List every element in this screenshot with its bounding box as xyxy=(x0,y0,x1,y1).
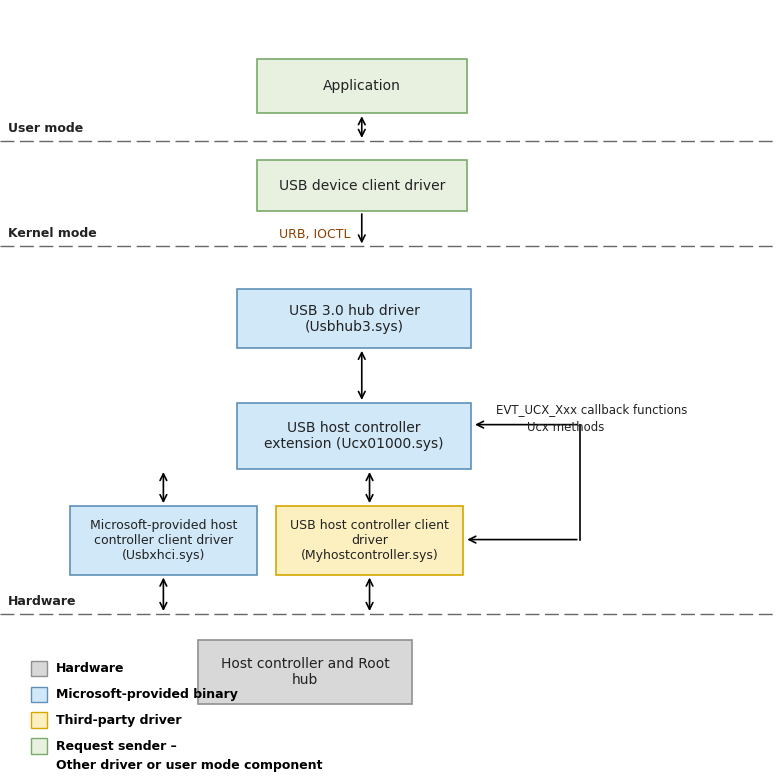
FancyBboxPatch shape xyxy=(198,640,412,704)
FancyBboxPatch shape xyxy=(237,403,471,469)
Text: Request sender –: Request sender – xyxy=(56,740,177,752)
Text: Other driver or user mode component: Other driver or user mode component xyxy=(56,759,323,772)
FancyBboxPatch shape xyxy=(276,506,463,575)
FancyBboxPatch shape xyxy=(237,289,471,348)
Text: Hardware: Hardware xyxy=(8,594,76,608)
Text: Ucx methods: Ucx methods xyxy=(527,421,605,434)
Text: User mode: User mode xyxy=(8,121,83,135)
Text: URB, IOCTL: URB, IOCTL xyxy=(279,228,351,241)
Text: Application: Application xyxy=(323,79,401,93)
FancyBboxPatch shape xyxy=(257,59,467,113)
FancyBboxPatch shape xyxy=(31,687,47,702)
Text: USB host controller client
driver
(Myhostcontroller.sys): USB host controller client driver (Myhos… xyxy=(290,519,449,561)
Text: Microsoft-provided binary: Microsoft-provided binary xyxy=(56,688,238,701)
Text: Third-party driver: Third-party driver xyxy=(56,714,181,726)
Text: USB 3.0 hub driver
(Usbhub3.sys): USB 3.0 hub driver (Usbhub3.sys) xyxy=(289,303,419,334)
Text: EVT_UCX_Xxx callback functions: EVT_UCX_Xxx callback functions xyxy=(496,403,688,416)
FancyBboxPatch shape xyxy=(31,661,47,676)
FancyBboxPatch shape xyxy=(257,160,467,211)
FancyBboxPatch shape xyxy=(31,738,47,754)
Text: USB device client driver: USB device client driver xyxy=(279,179,445,192)
FancyBboxPatch shape xyxy=(31,712,47,728)
Text: Hardware: Hardware xyxy=(56,662,124,675)
Text: Microsoft-provided host
controller client driver
(Usbxhci.sys): Microsoft-provided host controller clien… xyxy=(89,519,237,561)
FancyBboxPatch shape xyxy=(70,506,257,575)
Text: Kernel mode: Kernel mode xyxy=(8,227,96,240)
Text: USB host controller
extension (Ucx01000.sys): USB host controller extension (Ucx01000.… xyxy=(265,421,443,451)
Text: Host controller and Root
hub: Host controller and Root hub xyxy=(221,657,390,687)
